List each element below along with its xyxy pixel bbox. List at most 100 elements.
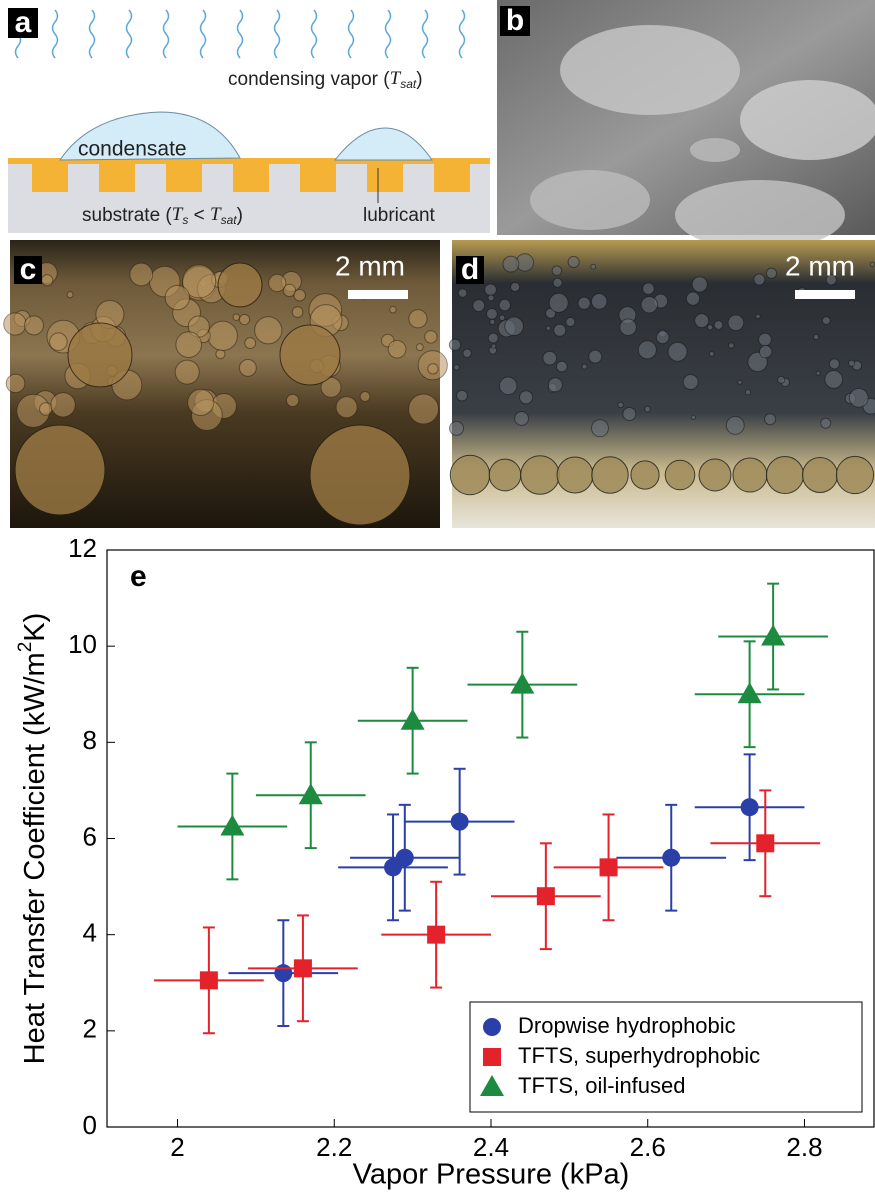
droplet	[254, 316, 283, 345]
vapor-wave	[162, 9, 170, 59]
droplet	[820, 417, 832, 429]
marker	[400, 708, 425, 730]
droplet	[217, 262, 263, 308]
droplet	[408, 309, 428, 329]
marker	[298, 783, 323, 805]
droplet	[565, 316, 576, 328]
droplet	[238, 313, 251, 326]
droplet	[815, 370, 821, 376]
text: s	[182, 213, 188, 227]
droplet	[456, 389, 468, 402]
vapor-wave	[421, 9, 429, 59]
droplet	[727, 314, 745, 332]
droplet	[619, 318, 637, 337]
droplet	[449, 420, 465, 436]
droplet	[389, 305, 397, 314]
droplet	[14, 424, 106, 516]
label-box	[14, 256, 42, 284]
marker	[510, 672, 535, 694]
text: sat	[400, 77, 417, 91]
droplet	[560, 25, 740, 115]
text: sat	[221, 213, 238, 227]
text: T	[210, 204, 222, 225]
vapor-wave	[125, 9, 133, 59]
droplet	[462, 348, 472, 358]
scale-label: 2 mm	[335, 250, 405, 281]
marker	[599, 858, 618, 877]
text: T	[390, 68, 402, 89]
droplet	[530, 170, 650, 230]
droplet	[498, 314, 506, 322]
text: K)	[19, 613, 51, 642]
droplet	[359, 390, 371, 403]
droplet	[835, 455, 875, 495]
panel-label: d	[461, 253, 479, 286]
droplet	[824, 370, 844, 389]
droplet	[129, 262, 154, 287]
droplet	[698, 458, 732, 492]
droplet	[706, 324, 714, 331]
substrate-label: substrate (Ts < Tsat)	[82, 204, 243, 227]
label-box	[500, 6, 530, 36]
droplet	[694, 313, 710, 329]
droplet	[415, 343, 424, 352]
marker	[483, 1018, 501, 1036]
droplet	[285, 393, 300, 408]
y-tick-label: 0	[83, 1110, 97, 1140]
droplet	[498, 298, 512, 312]
droplet	[514, 410, 530, 426]
droplet	[268, 273, 287, 293]
droplet	[487, 294, 495, 302]
droplet	[776, 375, 786, 384]
marker	[450, 812, 469, 831]
droplet	[644, 405, 651, 413]
text: condensing vapor (	[228, 69, 390, 90]
droplet	[41, 274, 54, 287]
x-tick-label: 2.6	[630, 1132, 666, 1162]
droplet	[675, 180, 845, 250]
text: )	[237, 205, 243, 226]
y-tick-label: 8	[83, 725, 97, 755]
droplet	[667, 341, 688, 362]
droplet	[802, 457, 838, 493]
panel-b: b	[497, 0, 875, 250]
droplet	[490, 343, 497, 349]
marker	[536, 887, 555, 906]
pillar	[367, 162, 403, 192]
droplet	[67, 322, 133, 388]
vapor-molecules	[14, 9, 466, 59]
x-tick-label: 2	[170, 1132, 184, 1162]
marker	[761, 624, 786, 646]
droplet	[655, 330, 670, 345]
droplet	[164, 284, 191, 311]
vapor-wave	[51, 9, 59, 59]
text: T	[172, 204, 184, 225]
droplet	[630, 460, 660, 490]
droplet	[690, 414, 696, 420]
legend-box	[469, 1001, 863, 1113]
droplet	[556, 456, 594, 494]
droplet	[488, 458, 522, 492]
droplet	[708, 350, 715, 357]
droplet	[847, 359, 856, 367]
droplet	[175, 331, 203, 358]
droplet	[509, 281, 521, 293]
droplet	[691, 276, 708, 293]
pillar	[434, 162, 470, 192]
droplet	[552, 277, 563, 288]
pillar	[166, 162, 202, 192]
droplet	[244, 337, 257, 350]
droplet	[548, 292, 569, 313]
droplet	[588, 349, 603, 364]
panel-label: b	[506, 4, 524, 37]
droplet	[291, 306, 304, 319]
droplet	[732, 457, 768, 493]
droplet	[555, 360, 568, 373]
droplet	[39, 402, 53, 416]
droplet	[453, 364, 460, 371]
vapor-wave	[458, 9, 466, 59]
marker	[756, 834, 775, 853]
droplet	[282, 283, 297, 298]
vapor-wave	[199, 9, 207, 59]
